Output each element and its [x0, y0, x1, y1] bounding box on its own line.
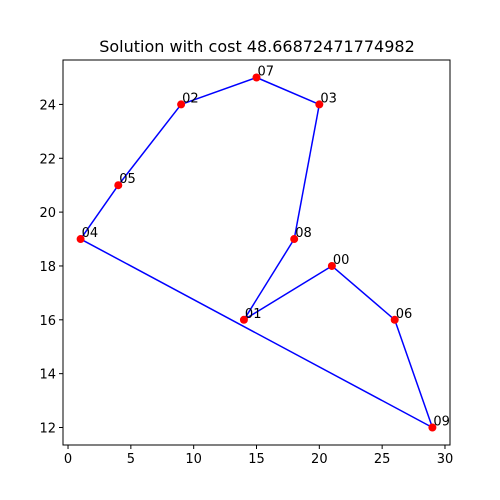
point-08 — [290, 235, 299, 244]
point-06 — [390, 315, 399, 324]
point-01 — [239, 315, 248, 324]
y-tick-label-18: 18 — [39, 260, 56, 275]
point-label-06: 06 — [396, 307, 413, 322]
route-segment-09-04 — [80, 238, 433, 429]
point-label-01: 01 — [245, 307, 262, 322]
point-layer — [76, 73, 437, 432]
route-segment-01-00 — [243, 265, 333, 321]
route-segment-07-03 — [256, 76, 320, 106]
chart-title: Solution with cost 48.66872471774982 — [99, 37, 415, 56]
y-tick-label-20: 20 — [39, 206, 56, 221]
point-label-layer: 00 01 02 03 04 05 06 07 08 09 — [82, 65, 450, 430]
y-tick-label-24: 24 — [39, 98, 56, 113]
point-07 — [252, 73, 261, 82]
point-label-00: 00 — [333, 253, 350, 268]
route-segment-05-02 — [117, 103, 182, 186]
route-segment-04-05 — [79, 184, 119, 240]
route-segment-02-07 — [180, 76, 257, 106]
route-segment-06-09 — [394, 319, 434, 428]
route-layer — [79, 76, 434, 429]
route-segment-00-06 — [331, 265, 396, 321]
y-tick-label-14: 14 — [39, 368, 56, 383]
x-tick-label-5: 5 — [127, 452, 135, 467]
y-tick-label-16: 16 — [39, 314, 56, 329]
x-tick-label-30: 30 — [437, 452, 454, 467]
y-tick-label-22: 22 — [39, 152, 56, 167]
point-02 — [177, 100, 186, 109]
point-label-03: 03 — [320, 91, 337, 106]
x-tick-label-0: 0 — [64, 452, 72, 467]
x-tick-label-20: 20 — [311, 452, 328, 467]
point-09 — [428, 423, 437, 432]
point-label-02: 02 — [182, 91, 199, 106]
x-tick-label-15: 15 — [248, 452, 265, 467]
point-label-05: 05 — [119, 172, 136, 187]
x-tick-label-25: 25 — [374, 452, 391, 467]
point-label-07: 07 — [258, 65, 275, 80]
x-tick-label-10: 10 — [185, 452, 202, 467]
point-label-08: 08 — [295, 226, 312, 241]
point-label-09: 09 — [433, 415, 450, 430]
point-05 — [114, 181, 123, 190]
point-label-04: 04 — [82, 226, 99, 241]
point-03 — [315, 100, 324, 109]
route-segment-08-01 — [243, 238, 295, 321]
point-00 — [327, 261, 336, 270]
y-tick-label-12: 12 — [39, 422, 56, 437]
point-04 — [76, 235, 85, 244]
route-segment-03-08 — [293, 104, 321, 240]
